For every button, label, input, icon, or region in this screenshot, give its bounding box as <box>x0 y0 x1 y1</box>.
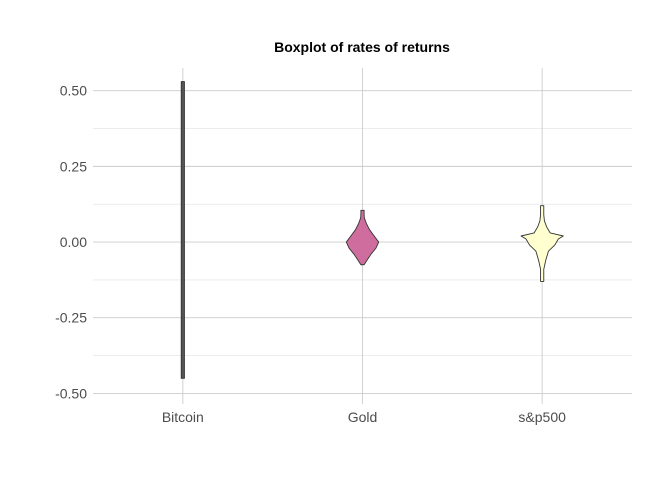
x-tick-label: s&p500 <box>518 409 566 425</box>
chart-title: Boxplot of rates of returns <box>274 39 450 55</box>
y-axis-tick-labels: 0.50 0.25 0.00 -0.25 -0.50 <box>55 83 87 402</box>
y-tick-label: 0.50 <box>60 83 87 99</box>
violins <box>180 81 564 379</box>
violin-s-p500 <box>520 205 564 282</box>
violin-bitcoin <box>180 81 185 379</box>
x-tick-label: Gold <box>348 409 378 425</box>
violin-gold <box>345 209 380 266</box>
y-tick-label: -0.25 <box>55 310 87 326</box>
y-tick-label: -0.50 <box>55 385 87 401</box>
x-tick-label: Bitcoin <box>162 409 204 425</box>
x-axis-tick-labels: Bitcoin Gold s&p500 <box>162 409 566 425</box>
y-tick-label: 0.25 <box>60 158 87 174</box>
y-tick-label: 0.00 <box>60 234 87 250</box>
